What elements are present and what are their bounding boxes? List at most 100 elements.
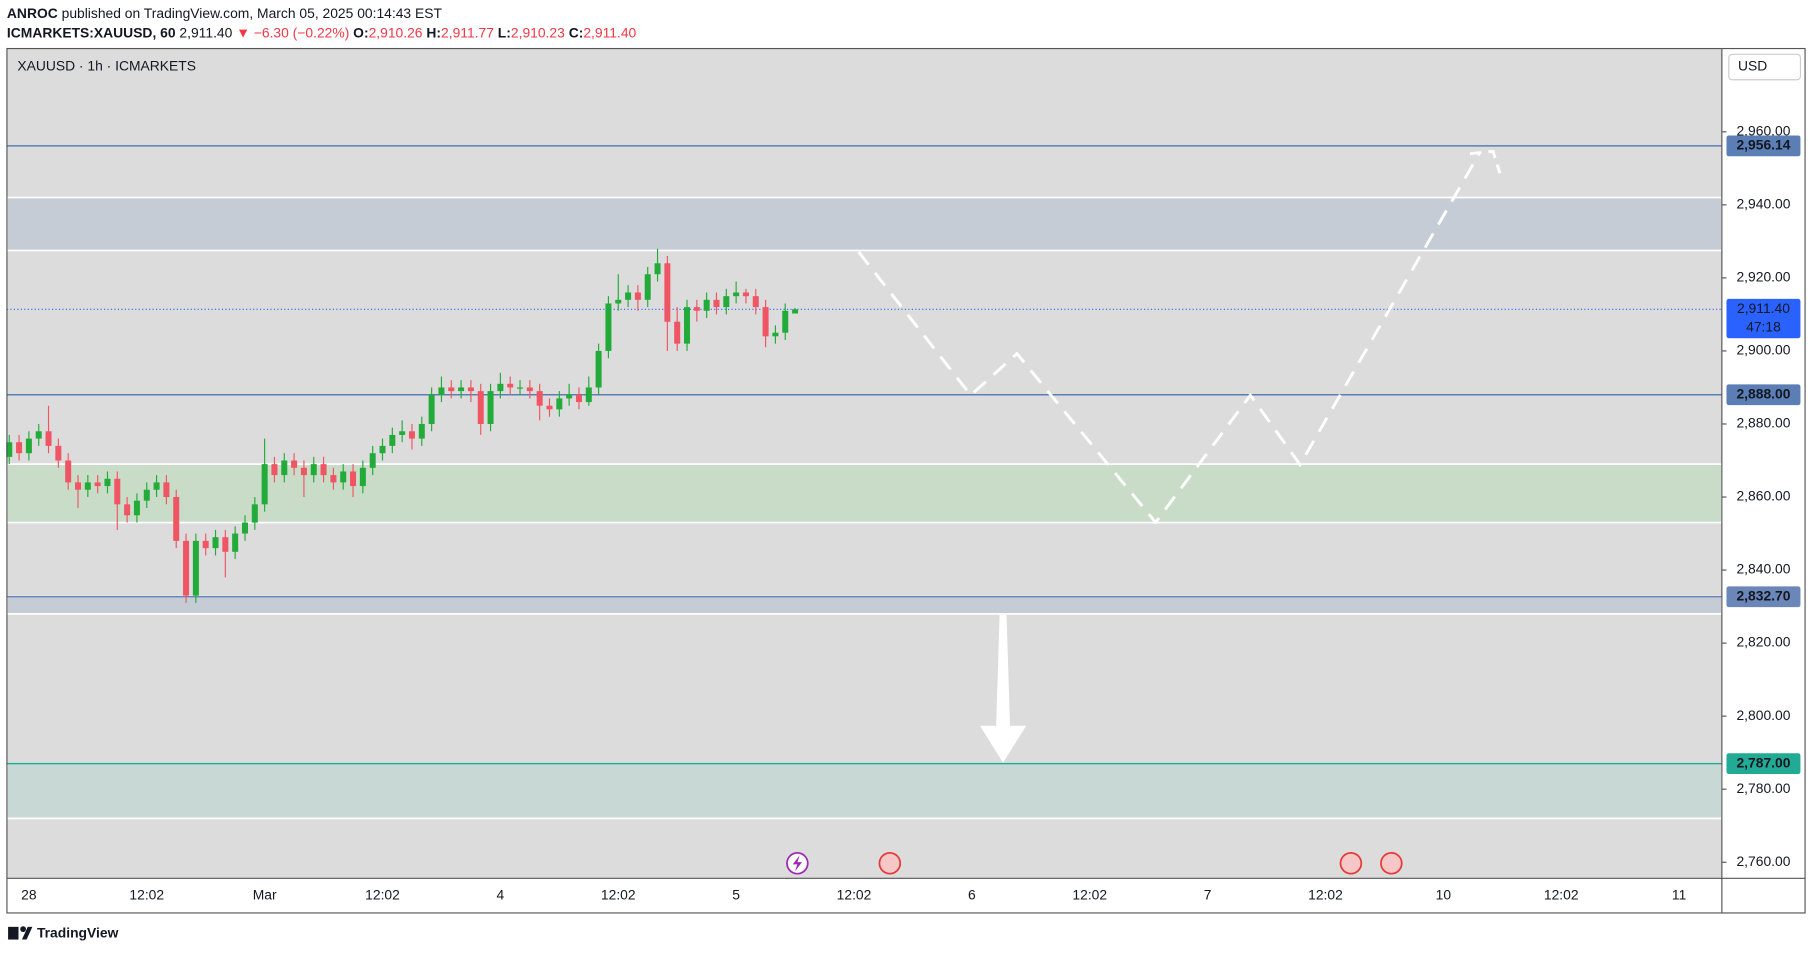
candle [114,471,121,530]
candle [605,296,612,359]
candle-body [664,263,671,322]
ohlc-value: 2,911.77 [441,24,494,40]
down-arrow [979,614,1027,763]
price-label-box [1726,753,1801,775]
x-tick-label: Mar [253,886,277,902]
candle-body [615,299,622,304]
y-tick-label: 2,820.00 [1736,634,1790,650]
price-label: 2,787.00 [1736,754,1790,770]
candle-body [575,394,582,403]
candle-body [143,489,150,501]
candle-body [84,482,91,490]
candle-body [517,387,524,389]
candle [566,383,573,406]
y-tick-label: 2,880.00 [1736,415,1790,431]
candle-body [65,460,72,483]
candle [222,529,229,578]
price-label-box [1726,384,1801,406]
candle [507,376,514,395]
y-tick-label: 2,900.00 [1736,342,1790,358]
candle-body [251,504,258,523]
candle-body [477,391,484,424]
candle-body [644,274,651,300]
y-tick-label: 2,780.00 [1736,780,1790,796]
ohlc-key: O: [353,24,368,40]
candle-body [300,467,307,476]
candle [291,453,298,476]
author: ANROC [7,5,58,21]
candle-body [634,292,641,300]
candle [340,464,347,490]
candle [575,387,582,410]
candle-body [487,391,494,424]
last-price-box [1726,298,1801,339]
candle-body [585,387,592,403]
y-tick-label: 2,920.00 [1736,269,1790,285]
candle-body [16,442,23,454]
candle-body [212,537,219,549]
candle-body [35,431,42,439]
candle [212,529,219,556]
candle-body [369,453,376,468]
candle [74,475,82,508]
symbol: ICMARKETS:XAUUSD, 60 [7,24,176,40]
candle [713,292,720,315]
brand: TradingView [37,924,119,940]
y-tick-label: 2,940.00 [1736,196,1790,212]
candle-body [389,434,396,446]
candle-body [467,387,474,392]
candle-body [350,471,357,487]
candle-body [222,537,229,552]
header-line: ANROC published on TradingView.com, Marc… [7,5,443,21]
candle-body [94,482,101,487]
x-tick-label: 12:02 [837,886,872,902]
y-tick-label: 2,800.00 [1736,707,1790,723]
ohlc-key: H: [426,24,441,40]
candle [133,493,140,523]
candle-body [330,475,337,483]
candle [271,456,278,483]
ohlc-key: C: [569,24,584,40]
candle [84,475,91,498]
event-glyph [792,855,802,872]
candle-body [261,464,268,505]
y-tick-label: 2,860.00 [1736,488,1790,504]
y-axis: 2,960.00 2,940.00 2,920.00 2,900.00 2,880.00… [1721,122,1791,869]
candle-body [684,307,691,344]
candle [772,325,779,344]
event-icon[interactable] [1339,852,1363,875]
candle [762,299,769,348]
x-tick-label: 10 [1436,886,1452,902]
candle-body [752,296,759,308]
candle-body [114,478,121,505]
price-lines [6,145,1722,765]
x-tick-label: 12:02 [365,886,400,902]
candle-body [438,387,445,395]
candle-body [192,540,199,596]
candle-body [379,445,386,454]
candle [330,467,337,490]
candle [359,460,366,494]
candle [310,456,317,483]
candle-body [74,482,82,490]
event-icon[interactable] [878,852,902,875]
candle-body [792,309,799,314]
event-icon[interactable] [1380,852,1403,875]
candle [6,434,13,465]
candle-body [310,464,317,476]
candle [399,420,406,443]
price-label: 2,956.14 [1736,137,1790,153]
candle-body [153,482,160,490]
candle-body [399,431,406,435]
logo-mark [8,926,19,940]
candle [104,471,111,494]
x-axis: 28 12:02 Mar 12:02 4 12:02 5 12:02 6 12:02 7 12:02 1… [21,886,1686,902]
currency-box[interactable] [1728,53,1802,81]
candle [536,383,543,421]
candle [448,380,455,399]
candle [664,255,671,351]
candle [281,453,288,483]
chart-title: XAUUSD · 1h · ICMARKETS [17,58,196,74]
x-tick-label: 28 [21,886,37,902]
